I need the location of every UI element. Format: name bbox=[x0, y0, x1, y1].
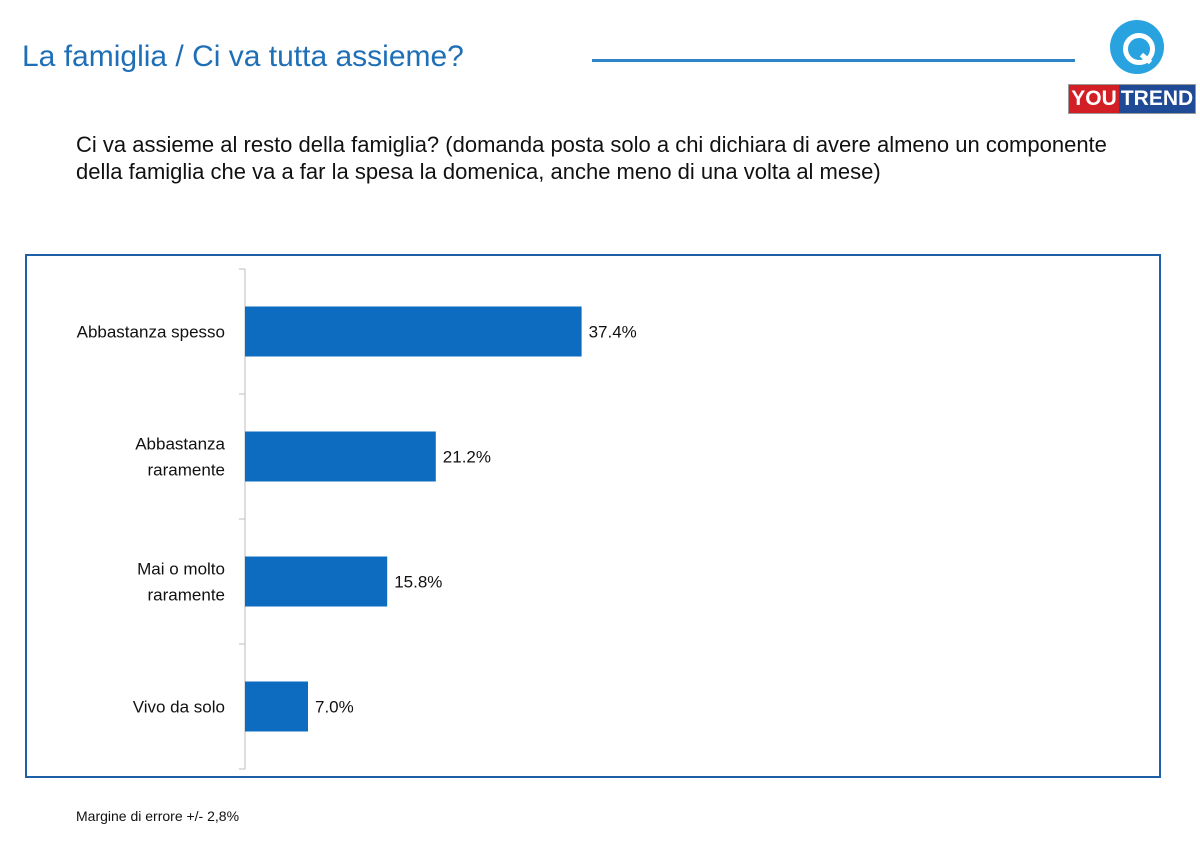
youtrend-logo: YOU TREND bbox=[1068, 20, 1196, 114]
logo-trend: TREND bbox=[1119, 85, 1195, 113]
margin-of-error-note: Margine di errore +/- 2,8% bbox=[76, 808, 240, 824]
logo-you: YOU bbox=[1069, 85, 1119, 113]
data-label: 15.8% bbox=[394, 573, 442, 592]
bar-4 bbox=[245, 681, 308, 732]
category-label: Abbastanza raramente bbox=[135, 435, 225, 480]
bar-chart: 37.4% Abbastanza spesso 21.2% Abbastanza rar… bbox=[77, 268, 637, 770]
data-label: 21.2% bbox=[443, 448, 491, 467]
bar-2 bbox=[245, 431, 436, 482]
category-label: Mai o molto raramente bbox=[137, 560, 225, 605]
title-divider bbox=[592, 59, 1075, 62]
data-label: 37.4% bbox=[589, 323, 637, 342]
category-label: Abbastanza spesso bbox=[77, 323, 225, 342]
survey-question: Ci va assieme al resto della famiglia? (… bbox=[76, 132, 1107, 184]
chart-frame: 37.4% Abbastanza spesso 21.2% Abbastanza rar… bbox=[25, 254, 1161, 778]
data-label: 7.0% bbox=[315, 698, 354, 717]
category-label: Vivo da solo bbox=[133, 698, 225, 717]
logo-wordmark: YOU TREND bbox=[1068, 84, 1196, 114]
bar-1 bbox=[245, 306, 582, 357]
page-title: La famiglia / Ci va tutta assieme? bbox=[22, 40, 464, 73]
bar-3 bbox=[245, 556, 388, 607]
speech-bubble-q-icon bbox=[1110, 20, 1164, 74]
